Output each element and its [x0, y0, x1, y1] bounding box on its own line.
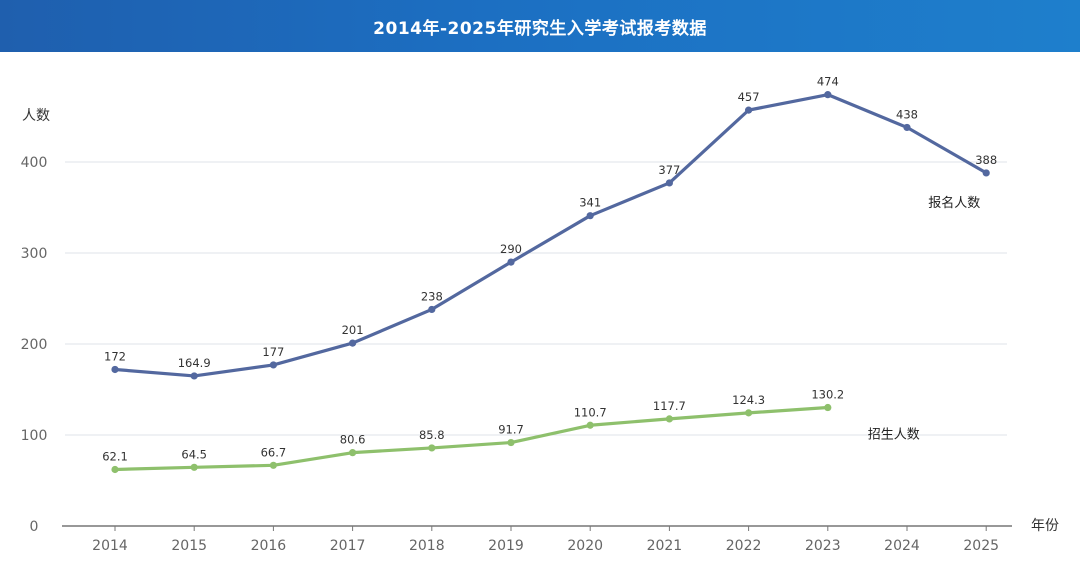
- data-point-s1-2021: [665, 179, 674, 187]
- chart-title: 2014年-2025年研究生入学考试报考数据: [373, 18, 707, 39]
- data-point-s1-2014: [111, 365, 119, 374]
- data-point-s1-2025: [982, 169, 990, 177]
- data-label-s2-2015: 64.5: [181, 447, 207, 461]
- y-tick-200: 200: [21, 337, 48, 353]
- data-label-s2-2021: 117.7: [653, 399, 686, 413]
- data-label-s1-2018: 238: [421, 289, 443, 303]
- data-point-s2-2014: [111, 465, 119, 474]
- x-tick-2019: 2019: [488, 538, 524, 554]
- data-label-s2-2016: 66.7: [261, 445, 287, 459]
- data-label-s1-2019: 290: [500, 242, 522, 256]
- gridlines: [65, 161, 1007, 436]
- data-point-s1-2017: [349, 339, 357, 347]
- data-label-s1-2025: 388: [975, 153, 997, 167]
- data-point-s1-2022: [745, 106, 753, 114]
- series-label-1: 报名人数: [928, 195, 980, 211]
- x-tick-2017: 2017: [330, 538, 366, 554]
- data-point-s2-2017: [349, 449, 357, 457]
- x-tick-2024: 2024: [884, 538, 920, 554]
- data-label-s1-2020: 341: [579, 196, 601, 210]
- y-axis-ticks: 0 100 200 300 400: [21, 155, 48, 535]
- data-label-s1-2023: 474: [817, 75, 839, 89]
- data-point-s2-2022: [745, 409, 753, 417]
- series-label-2: 招生人数: [868, 428, 920, 443]
- data-point-s1-2023: [824, 91, 832, 99]
- data-point-s1-2016: [269, 361, 277, 369]
- x-tick-2021: 2021: [647, 538, 683, 554]
- series-line-2: [113, 405, 830, 472]
- x-axis-ticks: 2014 2015 2016 2017 2018 2019 2020 2021 2022 2023…: [92, 526, 999, 554]
- x-tick-2025: 2025: [963, 538, 999, 554]
- data-point-s2-2020: [586, 421, 594, 429]
- x-tick-2016: 2016: [251, 538, 287, 554]
- data-point-s2-2019: [507, 438, 515, 447]
- data-point-s1-2019: [507, 258, 515, 266]
- data-label-s1-2022: 457: [738, 90, 760, 104]
- data-point-s1-2018: [428, 305, 436, 314]
- y-tick-400: 400: [21, 155, 48, 171]
- y-axis-title: 人数: [22, 108, 50, 124]
- x-tick-2020: 2020: [567, 538, 603, 554]
- data-point-s2-2015: [190, 463, 198, 471]
- data-label-s1-2014: 172: [104, 349, 126, 363]
- data-label-s2-2023: 130.2: [811, 388, 844, 402]
- data-label-s1-2021: 377: [658, 163, 680, 177]
- x-axis-title: 年份: [1031, 518, 1059, 534]
- data-point-s2-2018: [428, 444, 436, 452]
- y-tick-100: 100: [21, 428, 48, 444]
- data-label-s2-2022: 124.3: [732, 393, 765, 407]
- x-tick-2023: 2023: [805, 538, 841, 554]
- data-point-s2-2023: [824, 403, 832, 412]
- y-tick-0: 0: [30, 519, 39, 535]
- data-label-s2-2020: 110.7: [574, 405, 607, 419]
- x-tick-2018: 2018: [409, 538, 445, 554]
- title-banner: 2014年-2025年研究生入学考试报考数据: [0, 0, 1080, 52]
- data-label-s1-2017: 201: [342, 323, 364, 337]
- data-label-s2-2014: 62.1: [102, 449, 128, 463]
- x-tick-2015: 2015: [171, 538, 207, 554]
- data-label-s2-2017: 80.6: [340, 433, 366, 447]
- data-point-s2-2021: [665, 415, 674, 423]
- series-group: 172 164.9 177 201 238 290 341 377 457 474 438 388 报名…: [102, 75, 997, 474]
- data-label-s2-2018: 85.8: [419, 428, 445, 442]
- data-point-s1-2020: [586, 212, 594, 220]
- data-label-s1-2016: 177: [262, 345, 284, 359]
- data-label-s2-2019: 91.7: [498, 423, 524, 437]
- series-line-1: [113, 93, 988, 378]
- data-label-s1-2024: 438: [896, 107, 918, 121]
- data-label-s1-2015: 164.9: [178, 356, 211, 370]
- data-point-s2-2016: [269, 461, 277, 469]
- data-point-s1-2015: [190, 372, 198, 380]
- x-tick-2022: 2022: [726, 538, 762, 554]
- x-tick-2014: 2014: [92, 538, 128, 554]
- data-point-s1-2024: [903, 123, 911, 132]
- y-tick-300: 300: [21, 246, 48, 262]
